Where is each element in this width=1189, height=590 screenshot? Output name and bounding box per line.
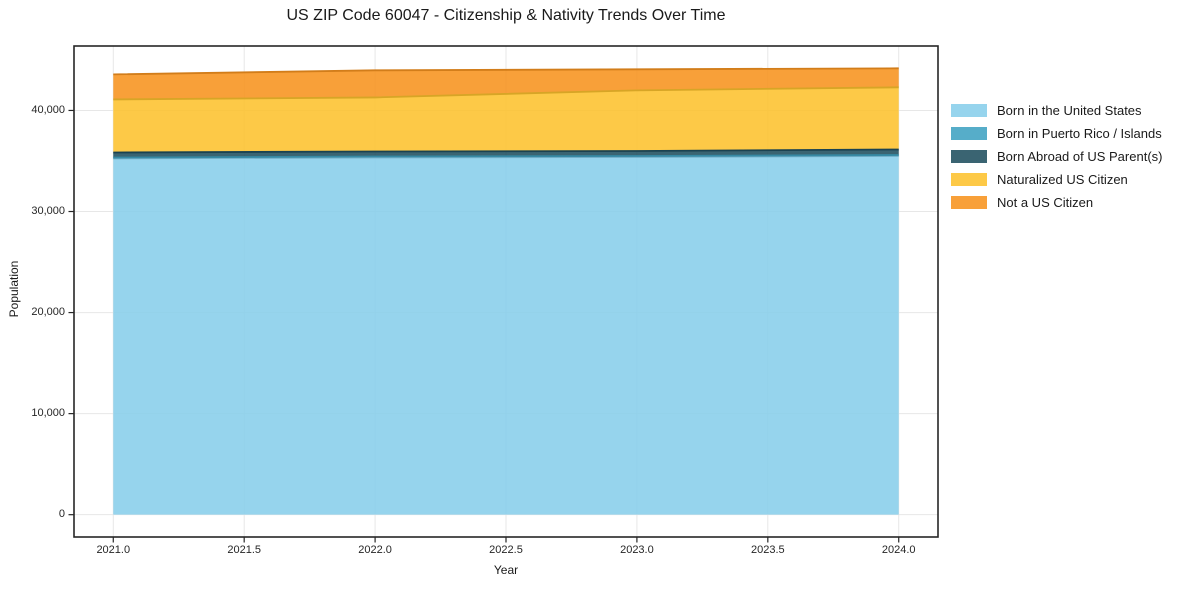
edge-line-2: [113, 148, 899, 154]
legend-label: Naturalized US Citizen: [997, 172, 1128, 187]
legend-label: Born in the United States: [997, 103, 1142, 118]
chart-title: US ZIP Code 60047 - Citizenship & Nativi…: [286, 7, 726, 24]
legend-swatch-born-us-icon: [951, 104, 987, 117]
legend-item-born-abroad: Born Abroad of US Parent(s): [951, 149, 1163, 164]
legend-label: Not a US Citizen: [997, 195, 1094, 210]
edge-line-4: [113, 67, 899, 76]
area-0: [113, 155, 899, 515]
y-tick-label-40000: 40,000: [31, 103, 65, 116]
x-tick-label-2022.5: 2022.5: [489, 544, 523, 556]
legend-swatch-naturalized-icon: [951, 173, 987, 186]
legend-item-naturalized: Naturalized US Citizen: [951, 172, 1162, 187]
legend: Born in the United States Born in Puerto…: [951, 103, 1163, 219]
x-tick-label-2024.0: 2024.0: [881, 544, 916, 556]
legend-swatch-puerto-rico-icon: [951, 127, 987, 140]
x-tick-label-2021.0: 2021.0: [96, 544, 131, 556]
edge-line-1: [113, 154, 899, 159]
edge-line-0: [113, 155, 899, 160]
y-axis-label: Population: [7, 260, 21, 318]
y-tick-label-30000: 30,000: [31, 205, 65, 217]
x-tick-label-2023.0: 2023.0: [620, 544, 654, 556]
x-tick-label-2022.0: 2022.0: [358, 544, 392, 556]
legend-label: Born in Puerto Rico / Islands: [997, 126, 1162, 141]
x-tick-label-2023.5: 2023.5: [750, 544, 785, 556]
x-tick-label-2021.5: 2021.5: [227, 544, 261, 556]
area-4: [113, 68, 899, 100]
legend-item-puerto-rico: Born in Puerto Rico / Islands: [951, 126, 1162, 141]
y-tick-label-0: 0: [58, 508, 65, 521]
y-tick-label-20000: 20,000: [31, 306, 65, 319]
legend-item-not-citizen: Not a US Citizen: [951, 195, 1162, 210]
area-3: [113, 87, 899, 153]
legend-swatch-born-abroad-icon: [951, 150, 987, 163]
edge-line-3: [113, 86, 899, 101]
x-axis-label: Year: [493, 563, 519, 577]
legend-item-born-us: Born in the United States: [951, 103, 1162, 118]
y-tick-label-10000: 10,000: [31, 407, 65, 420]
legend-swatch-not-citizen-icon: [951, 196, 987, 209]
legend-label: Born Abroad of US Parent(s): [997, 149, 1163, 164]
